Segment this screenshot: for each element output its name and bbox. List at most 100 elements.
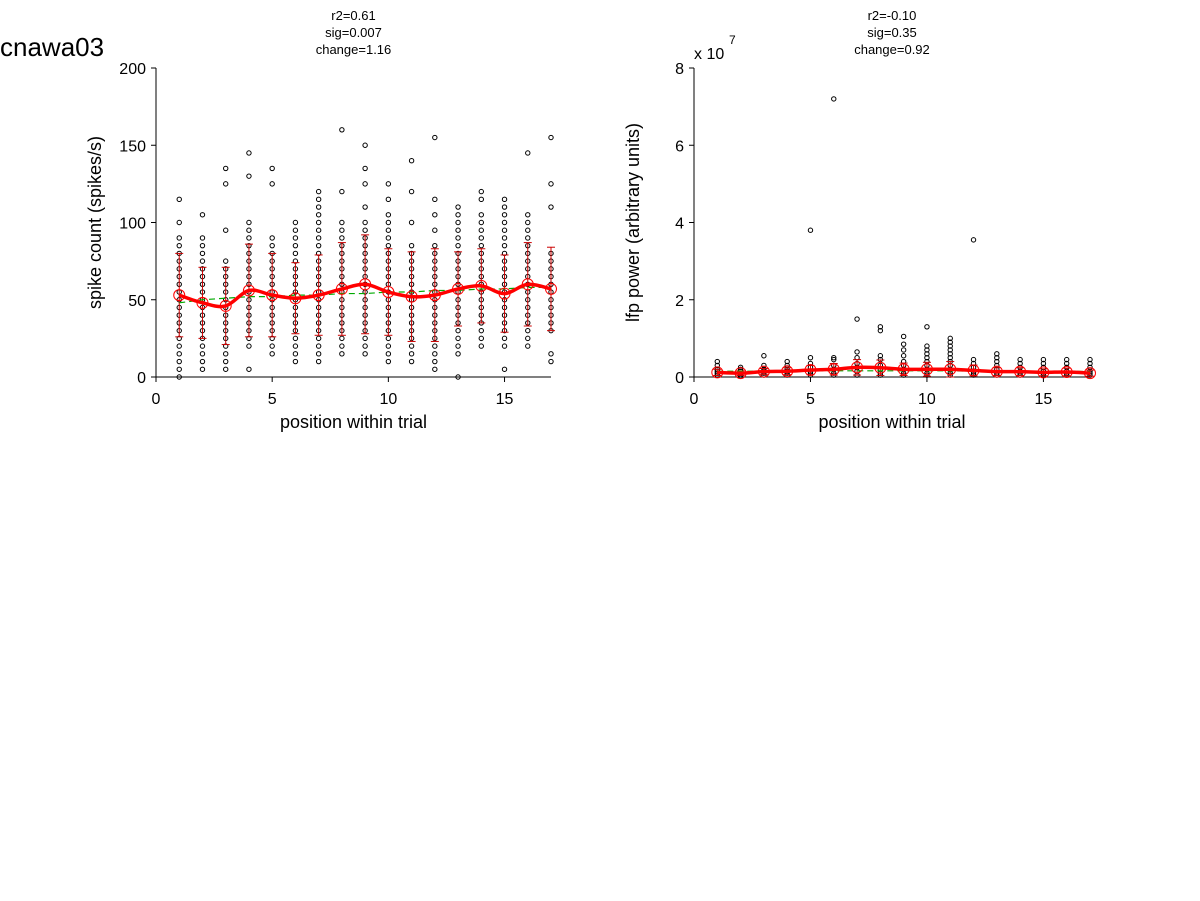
mean-marker <box>897 363 910 376</box>
data-point <box>339 219 345 226</box>
data-point <box>478 335 484 342</box>
data-point <box>501 196 508 203</box>
mean-marker <box>289 292 302 305</box>
mean-marker <box>196 296 209 309</box>
data-point <box>292 242 299 249</box>
data-point <box>362 227 368 233</box>
data-point <box>784 358 790 365</box>
stats-line: sig=0.35 <box>867 25 917 40</box>
mean-marker <box>1037 366 1050 379</box>
data-point <box>385 196 392 203</box>
data-point <box>455 212 461 218</box>
data-point <box>525 212 531 218</box>
data-point <box>478 196 484 203</box>
mean-marker <box>428 289 441 302</box>
stats-line: change=1.16 <box>316 42 392 57</box>
data-point <box>362 351 368 357</box>
data-point <box>994 351 1000 357</box>
data-point <box>947 347 953 353</box>
mean-marker <box>335 282 348 295</box>
data-point <box>714 358 720 365</box>
data-point <box>315 204 322 210</box>
data-point <box>900 341 907 347</box>
data-point <box>501 242 508 249</box>
mean-line <box>717 365 1091 375</box>
data-point <box>199 343 206 349</box>
data-point <box>408 188 415 195</box>
data-point <box>385 335 392 342</box>
data-point <box>714 362 720 369</box>
data-point <box>831 356 837 363</box>
data-point <box>525 150 531 156</box>
data-point <box>548 358 554 365</box>
data-point <box>854 349 860 355</box>
x-tick-label: 15 <box>496 391 514 408</box>
mean-marker <box>359 278 372 291</box>
data-point <box>501 204 508 210</box>
data-point <box>385 358 392 365</box>
data-point <box>831 354 837 361</box>
data-point <box>1064 356 1070 363</box>
mean-marker <box>944 363 957 376</box>
data-point <box>315 219 322 226</box>
data-point <box>362 204 368 210</box>
data-point <box>339 235 345 241</box>
data-point <box>246 227 252 233</box>
data-point <box>1040 360 1047 367</box>
data-point <box>315 358 322 365</box>
data-point <box>292 235 299 241</box>
data-point <box>246 235 252 241</box>
data-point <box>478 227 484 233</box>
y-tick-label: 2 <box>675 293 684 310</box>
data-point <box>525 327 531 334</box>
x-tick-label: 0 <box>690 391 699 408</box>
data-point <box>432 227 438 233</box>
data-point <box>199 351 206 357</box>
mean-marker <box>804 364 817 377</box>
data-point <box>970 237 977 243</box>
data-point <box>246 366 252 372</box>
data-point <box>315 227 322 233</box>
y-axis-label: lfp power (arbitrary units) <box>623 123 643 322</box>
data-point <box>223 227 229 233</box>
data-point <box>199 212 206 218</box>
data-point <box>548 351 554 357</box>
data-point <box>525 235 531 241</box>
data-point <box>900 347 907 353</box>
data-point <box>292 227 299 233</box>
data-point <box>362 165 368 172</box>
data-point <box>408 358 415 365</box>
mean-marker <box>266 289 279 302</box>
data-point <box>807 227 814 233</box>
data-point <box>432 134 438 141</box>
y-tick-label: 0 <box>675 370 684 387</box>
mean-marker <box>405 290 418 303</box>
data-point <box>292 351 299 357</box>
data-point <box>385 219 392 226</box>
mean-marker <box>242 284 255 297</box>
data-point <box>176 366 182 372</box>
stats-line: r2=0.61 <box>331 8 375 23</box>
data-point <box>269 351 275 357</box>
mean-marker <box>545 282 557 295</box>
data-point <box>947 343 953 349</box>
data-point <box>223 258 229 264</box>
mean-marker <box>382 286 395 299</box>
data-point <box>761 362 767 369</box>
data-point <box>223 366 229 372</box>
data-point <box>854 316 860 322</box>
x-tick-label: 5 <box>268 391 277 408</box>
mean-marker <box>851 361 864 374</box>
data-point <box>432 242 438 249</box>
data-point <box>269 242 275 249</box>
mean-marker <box>827 363 840 376</box>
data-point <box>947 354 953 361</box>
data-point <box>501 335 508 342</box>
data-point <box>408 242 415 249</box>
data-point <box>292 250 299 257</box>
data-point <box>385 351 392 357</box>
data-point <box>315 343 322 349</box>
data-point <box>292 343 299 349</box>
data-point <box>246 150 252 156</box>
data-point <box>362 181 368 187</box>
